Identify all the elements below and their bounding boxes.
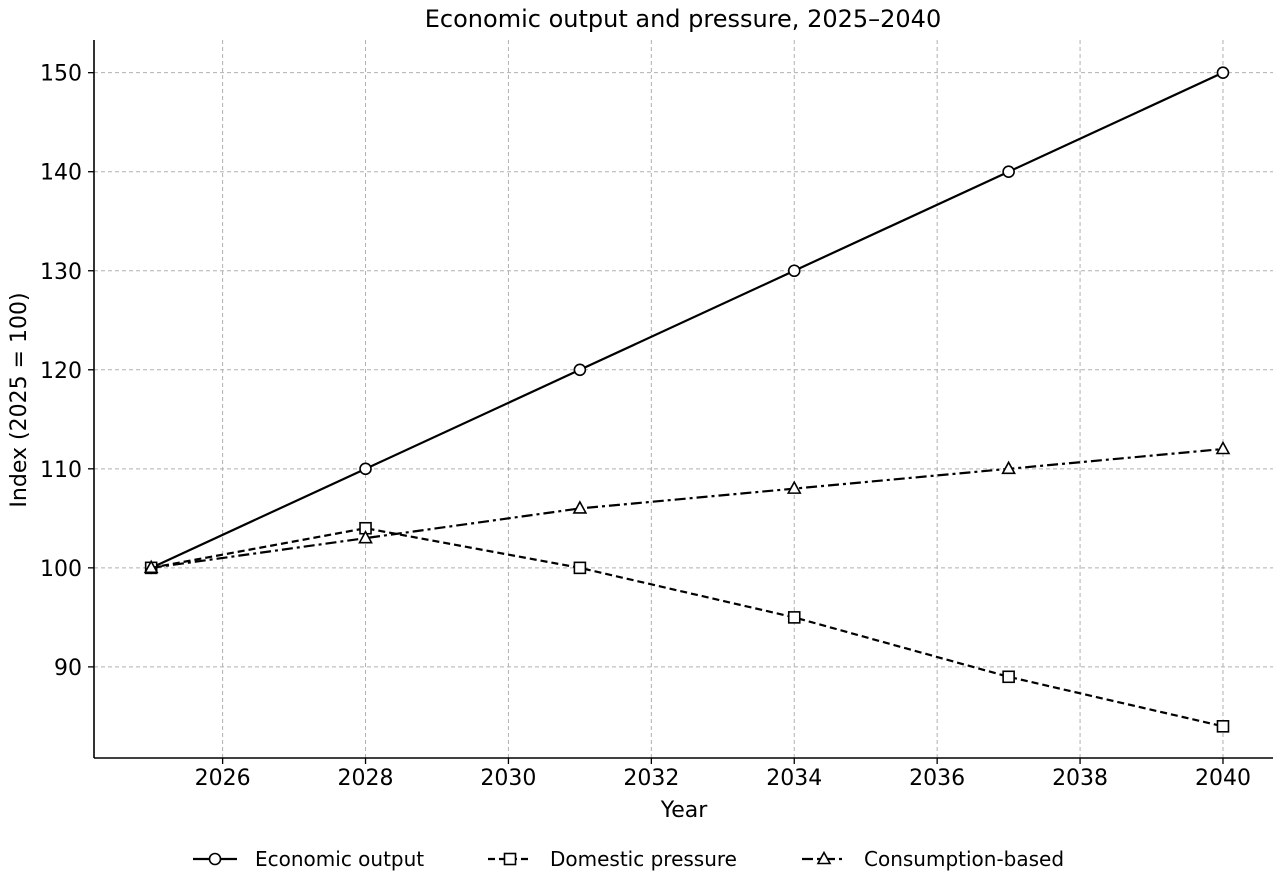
data-point [358,529,373,544]
data-point [573,561,587,575]
y-tick-label: 130 [40,260,82,285]
y-tick-label: 90 [54,656,82,681]
series-domestic-pressure [144,521,1230,733]
data-point [359,462,372,476]
y-tick-label: 120 [40,359,82,384]
series-line [151,447,1224,569]
x-tick-label: 2030 [480,766,536,791]
x-ticks: 2026 2028 2030 2032 2034 2036 2038 2040 [195,758,1251,791]
series-layer [143,66,1231,733]
y-ticks: 90 100 110 120 130 140 150 [40,62,94,681]
legend-entry: Domestic pressure [488,847,737,871]
data-point [786,480,802,494]
x-axis-title: Year [660,798,709,823]
x-tick-label: 2032 [623,766,679,791]
y-axis-title: Index (2025 = 100) [7,292,32,507]
axes [93,40,1273,759]
chart-title: Economic output and pressure, 2025–2040 [425,5,941,33]
legend-marker [503,852,517,866]
data-point [1216,66,1230,79]
series-consumption-based [143,440,1231,574]
data-point [1001,460,1016,475]
data-point [1216,720,1230,733]
legend-label: Domestic pressure [550,847,737,871]
data-point [1215,440,1231,455]
data-point [787,611,801,624]
legend-label: Economic output [255,847,424,871]
series-economic-output [144,66,1230,575]
y-tick-label: 140 [40,161,82,186]
legend-entry: Consumption-based [802,847,1064,871]
x-tick-label: 2036 [909,766,965,791]
x-tick-label: 2026 [195,766,251,791]
legend-marker [816,850,832,865]
legend-label: Consumption-based [864,847,1064,871]
y-tick-label: 150 [40,62,82,87]
x-tick-label: 2028 [338,766,394,791]
x-tick-label: 2034 [766,766,822,791]
legend-marker [208,852,222,866]
x-tick-label: 2038 [1052,766,1108,791]
y-tick-label: 110 [40,458,82,483]
data-point [1002,165,1015,179]
data-point [787,264,801,278]
grid [94,40,1273,758]
legend: Economic output Domestic pressure Consumpt… [193,847,1064,871]
data-point [1002,670,1015,684]
x-tick-label: 2040 [1195,766,1251,791]
data-point [143,559,159,574]
data-point [572,500,588,514]
series-line [150,527,1224,728]
legend-entry: Economic output [193,847,424,871]
y-tick-label: 100 [40,557,82,582]
data-point [573,363,587,377]
series-line [150,71,1224,569]
